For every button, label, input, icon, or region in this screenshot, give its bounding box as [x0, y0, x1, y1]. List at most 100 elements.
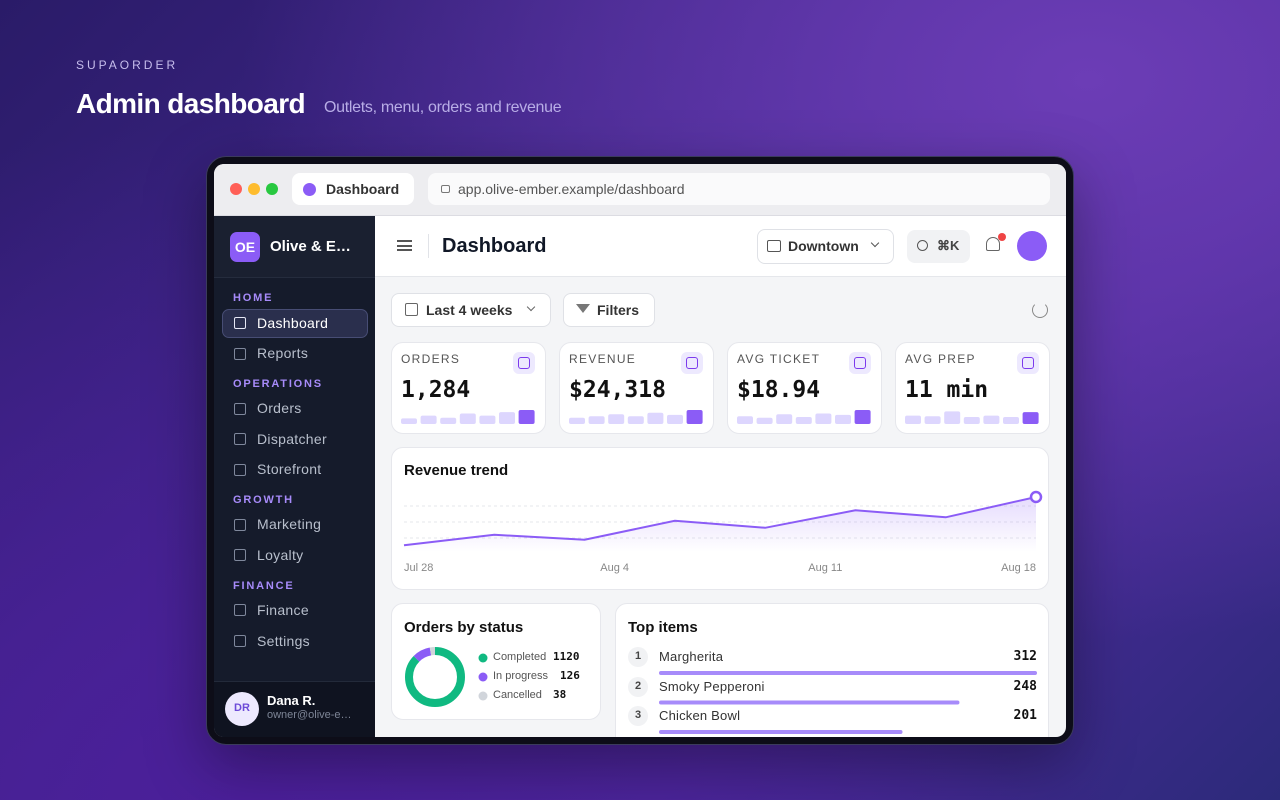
nav-icon	[234, 317, 246, 329]
trend-endpoint	[1029, 490, 1043, 504]
spark-bar	[518, 410, 535, 424]
legend-dot	[478, 653, 488, 663]
legend-dot	[478, 691, 488, 701]
card-title: Revenue trend	[404, 462, 509, 479]
nav-icon	[234, 463, 246, 476]
screen: Dashboard app.olive-ember.example/dashboa…	[214, 164, 1066, 737]
item-value: 248	[1013, 678, 1037, 694]
spark-bar	[479, 415, 496, 424]
kpi-label: AVG PREP	[905, 351, 976, 366]
nav-item[interactable]: Marketing	[257, 516, 322, 533]
spark-bar	[647, 412, 664, 424]
nav-item[interactable]: Settings	[257, 632, 310, 649]
legend-label: In progress	[493, 670, 549, 683]
logo-badge	[230, 232, 260, 262]
spark-bar	[420, 415, 437, 424]
kpi-icon-glyph	[686, 357, 698, 369]
spark-bar	[756, 417, 773, 424]
rank: 1	[634, 650, 642, 663]
close-dot[interactable]	[230, 183, 242, 195]
item-bar	[659, 700, 960, 705]
spark-bar	[686, 410, 703, 424]
nav-item[interactable]: Loyalty	[257, 547, 304, 563]
avatar-initials: DR	[234, 702, 250, 715]
item-bar	[659, 671, 1037, 675]
nav-section: GROWTH	[233, 494, 294, 507]
spark-bar	[459, 413, 476, 424]
nav-icon	[234, 549, 246, 562]
spark-bar	[924, 416, 941, 424]
spark-bar	[1022, 412, 1039, 424]
nav-item[interactable]: Dashboard	[257, 314, 329, 331]
nav-icon	[234, 402, 246, 415]
tab-title: Dashboard	[326, 180, 400, 197]
kpi-icon-glyph	[518, 357, 530, 369]
org-name: Olive & E…	[270, 238, 351, 255]
nav-section: FINANCE	[233, 579, 295, 592]
nav-item[interactable]: Reports	[257, 345, 309, 362]
item-name: Smoky Pepperoni	[659, 678, 765, 694]
card-title: Top items	[628, 619, 698, 636]
kpi-label: AVG TICKET	[737, 351, 821, 366]
spark-bar	[401, 418, 417, 424]
legend-dot	[478, 672, 488, 682]
sidebar	[214, 216, 375, 737]
charts	[401, 410, 1043, 734]
active-nav[interactable]	[222, 309, 368, 338]
item-name: Margherita	[659, 649, 724, 665]
kpi-value: $18.94	[737, 377, 821, 404]
tab-favicon	[303, 183, 316, 196]
item-name: Chicken Bowl	[659, 708, 741, 724]
account-avatar[interactable]	[1017, 231, 1047, 261]
outlet-name: Downtown	[788, 237, 859, 254]
url: app.olive-ember.example/dashboard	[458, 180, 685, 197]
card-title: Orders by status	[404, 619, 524, 636]
spark-bar	[944, 411, 961, 424]
nav-item[interactable]: Dispatcher	[257, 430, 327, 447]
bell-icon[interactable]	[986, 237, 1000, 251]
kpi-label: ORDERS	[401, 351, 461, 366]
outlet-select[interactable]	[757, 229, 894, 264]
search-shortcut: ⌘K	[937, 238, 960, 254]
url-bar[interactable]	[428, 173, 1050, 205]
item-value: 201	[1013, 708, 1037, 724]
top-items-card	[615, 603, 1049, 737]
nav-item[interactable]: Orders	[257, 400, 302, 417]
brand: SUPAORDER	[76, 57, 179, 72]
screen-title: Dashboard	[442, 235, 547, 257]
store-icon	[767, 240, 781, 252]
x-label: Aug 4	[600, 562, 630, 575]
legend-label: Completed	[493, 651, 547, 664]
menu-icon-bar	[397, 245, 412, 247]
donut-segment	[405, 647, 465, 707]
kpi-value: 11 min	[905, 377, 989, 404]
x-label: Aug 11	[808, 562, 843, 575]
nav-section: HOME	[233, 292, 274, 305]
user-avatar[interactable]	[225, 692, 259, 726]
item-value: 312	[1013, 649, 1037, 665]
spark-bar	[499, 412, 515, 424]
minimize-dot[interactable]	[248, 183, 260, 195]
lock-icon	[441, 185, 450, 193]
legend-value: 1120	[553, 650, 580, 664]
x-label: Jul 28	[404, 562, 434, 575]
rank-badge	[628, 706, 648, 726]
zoom-dot[interactable]	[266, 183, 278, 195]
user-email: owner@olive-e…	[267, 709, 352, 722]
menu-icon[interactable]	[397, 240, 412, 251]
x-label: Aug 18	[1001, 562, 1036, 575]
date-range: Last 4 weeks	[426, 301, 513, 318]
legend-label: Cancelled	[493, 689, 542, 702]
spark-bar	[1003, 417, 1019, 424]
legend-value: 38	[553, 688, 567, 702]
nav-icon	[234, 347, 246, 360]
spark-bar	[983, 415, 1000, 424]
rank-badge	[628, 676, 648, 697]
trend-line	[403, 496, 1037, 547]
nav-item[interactable]: Finance	[257, 602, 309, 618]
divider	[428, 234, 429, 258]
nav-icon	[234, 604, 246, 617]
spark-bar	[440, 417, 457, 424]
refresh-icon[interactable]	[1032, 302, 1048, 318]
nav-item[interactable]: Storefront	[257, 461, 322, 478]
